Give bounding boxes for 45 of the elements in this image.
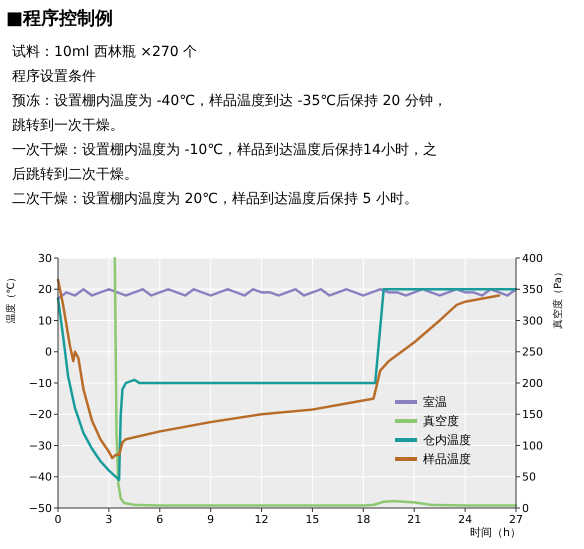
x-axis-title: 时间（h） <box>470 526 521 539</box>
text: 程序设置条件 <box>12 68 96 84</box>
x-tick-label: 12 <box>254 513 269 526</box>
x-tick-label: 27 <box>509 513 523 526</box>
x-tick-label: 21 <box>407 513 422 526</box>
y-axis-title: 温度（℃） <box>5 272 17 324</box>
y2-tick-label: 200 <box>522 376 543 390</box>
text: 预冻：设置棚内温度为 -40℃，样品温度到达 -35℃后保持 20 分钟， <box>12 93 447 109</box>
x-tick-label: 15 <box>305 513 320 526</box>
y2-tick-label: 100 <box>522 439 543 452</box>
y-tick-label: 10 <box>38 314 52 328</box>
legend-label: 样品温度 <box>423 452 471 466</box>
y-tick-label: −50 <box>28 502 52 515</box>
y2-axis-title: 真空度（Pa） <box>552 267 564 329</box>
text: 二次干燥：设置棚内温度为 20℃，样品到达温度后保持 5 小时。 <box>12 191 418 207</box>
y2-tick-label: 0 <box>522 502 529 515</box>
y2-tick-label: 150 <box>522 408 543 422</box>
x-tick-label: 3 <box>105 513 112 526</box>
line-series <box>56 288 518 482</box>
y2-tick-label: 250 <box>522 346 543 359</box>
legend-label: 仓内温度 <box>423 433 471 448</box>
text: 一次干燥：设置棚内温度为 -10℃，样品到达温度后保持14小时，之 <box>12 142 437 158</box>
y-tick-label: 0 <box>45 346 52 359</box>
line-series <box>56 288 518 300</box>
chart-title: ■程序控制例 <box>6 8 114 29</box>
text: 试料：10ml 西林瓶 ×270 个 <box>12 44 198 60</box>
x-tick-label: 6 <box>156 513 164 526</box>
x-tick-label: 24 <box>458 513 472 526</box>
y2-tick-label: 300 <box>522 314 543 328</box>
text: 跳转到一次干燥。 <box>12 118 124 134</box>
y-tick-label: −30 <box>28 439 52 452</box>
y-tick-label: −40 <box>28 470 52 484</box>
y-tick-label: 20 <box>38 283 52 296</box>
legend-label: 真空度 <box>423 414 459 428</box>
x-tick-label: 9 <box>207 513 214 526</box>
x-tick-label: 0 <box>54 513 62 526</box>
legend-label: 室温 <box>423 395 447 410</box>
y2-tick-label: 50 <box>522 470 536 484</box>
x-tick-label: 18 <box>356 513 370 526</box>
y-tick-label: −20 <box>28 408 52 422</box>
text: 后跳转到二次干燥。 <box>12 166 138 182</box>
y-tick-label: −10 <box>28 376 52 390</box>
y2-tick-label: 400 <box>522 252 543 265</box>
y-tick-label: 30 <box>38 252 52 265</box>
y2-tick-label: 350 <box>522 283 543 296</box>
